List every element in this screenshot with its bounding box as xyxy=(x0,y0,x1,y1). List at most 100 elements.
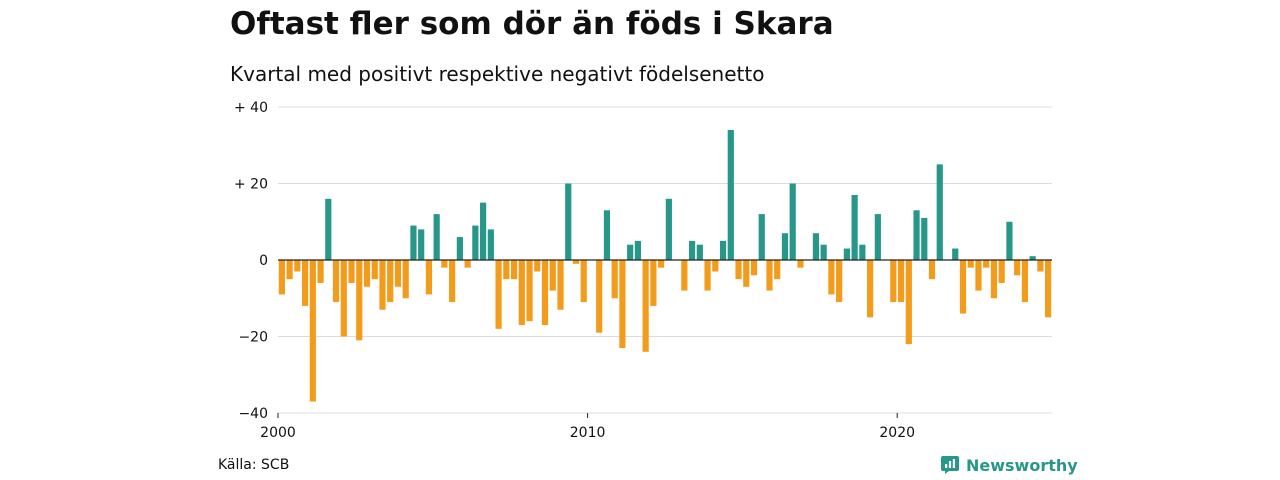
bar xyxy=(913,210,920,260)
bar xyxy=(712,260,719,272)
bar xyxy=(449,260,456,303)
bar xyxy=(936,164,943,261)
bar xyxy=(1014,260,1021,276)
chart-title: Oftast fler som dör än föds i Skara xyxy=(230,6,834,42)
bar xyxy=(301,260,309,306)
y-tick-label: −40 xyxy=(238,406,268,422)
bar-chart: + 40 + 20 0 −20 −40 2000 2010 2020 xyxy=(234,100,1052,441)
bar xyxy=(309,260,316,402)
bar xyxy=(998,260,1005,283)
bar xyxy=(480,202,487,261)
bar xyxy=(665,198,672,260)
bar xyxy=(658,260,665,268)
bar xyxy=(503,260,510,280)
brand-logo[interactable]: Newsworthy xyxy=(940,455,1078,475)
bar xyxy=(789,183,796,260)
bar xyxy=(634,240,641,261)
bar xyxy=(681,260,688,291)
bar xyxy=(495,260,502,329)
bar xyxy=(921,217,928,260)
bar xyxy=(487,229,494,260)
bar xyxy=(425,260,433,295)
bar xyxy=(696,244,703,260)
bar xyxy=(990,260,998,299)
bar xyxy=(418,229,425,260)
bar xyxy=(820,244,827,260)
bar xyxy=(890,260,897,303)
bar xyxy=(541,260,549,326)
bar xyxy=(650,260,657,306)
bar xyxy=(580,260,587,303)
bar xyxy=(619,260,626,348)
bar xyxy=(557,260,564,310)
chart-subtitle: Kvartal med positivt respektive negativt… xyxy=(230,62,765,86)
bar xyxy=(549,260,556,291)
bar xyxy=(348,260,355,283)
bars xyxy=(278,129,1052,402)
x-axis-ticks: 2000 2010 2020 xyxy=(260,413,915,441)
bar xyxy=(379,260,386,310)
bar xyxy=(874,214,881,260)
bar xyxy=(340,260,347,337)
gridlines xyxy=(278,106,1052,414)
bar xyxy=(603,210,611,260)
bar xyxy=(843,248,850,260)
y-tick-label: 0 xyxy=(259,253,268,269)
bar xyxy=(897,260,905,303)
bar xyxy=(332,260,340,303)
bar xyxy=(774,260,781,280)
bar xyxy=(402,260,409,299)
bar xyxy=(433,214,440,260)
x-tick-label: 2020 xyxy=(879,425,915,441)
x-tick-label: 2010 xyxy=(570,425,606,441)
bar xyxy=(735,260,742,280)
bar xyxy=(325,198,332,260)
bar xyxy=(928,260,936,280)
y-tick-label: −20 xyxy=(238,330,268,346)
bar xyxy=(758,214,765,260)
bar xyxy=(797,260,804,268)
bar xyxy=(1045,260,1052,318)
bar xyxy=(642,260,649,352)
bar xyxy=(727,129,734,260)
bar xyxy=(611,260,618,299)
bar xyxy=(472,225,479,260)
bar xyxy=(1021,260,1028,303)
y-tick-label: + 20 xyxy=(234,177,268,193)
bar xyxy=(719,240,727,261)
bar xyxy=(456,237,463,260)
bar xyxy=(518,260,525,326)
bar xyxy=(959,260,967,314)
bar xyxy=(394,260,402,287)
bar xyxy=(363,260,371,287)
bar xyxy=(356,260,363,341)
bar xyxy=(851,194,858,260)
bar xyxy=(410,225,417,260)
bar xyxy=(781,233,789,260)
bar xyxy=(317,260,324,283)
brand-name: Newsworthy xyxy=(966,455,1078,475)
bar xyxy=(975,260,982,291)
bar xyxy=(983,260,990,268)
bar xyxy=(1029,256,1036,260)
bar xyxy=(1006,221,1013,260)
bar xyxy=(565,183,572,260)
bar xyxy=(952,248,959,260)
bar xyxy=(688,240,696,261)
bar xyxy=(743,260,750,287)
bar xyxy=(534,260,541,272)
bar xyxy=(1037,260,1044,272)
bar xyxy=(828,260,835,295)
bar xyxy=(387,260,394,303)
bar xyxy=(766,260,773,291)
bar xyxy=(526,260,533,322)
bar xyxy=(812,233,820,260)
newsworthy-icon xyxy=(941,456,959,474)
bar xyxy=(572,260,580,264)
bar xyxy=(627,244,634,260)
source-note: Källa: SCB xyxy=(218,457,290,473)
x-tick-label: 2000 xyxy=(260,425,296,441)
bar xyxy=(905,260,912,345)
y-tick-label: + 40 xyxy=(234,100,268,116)
bar xyxy=(464,260,471,268)
